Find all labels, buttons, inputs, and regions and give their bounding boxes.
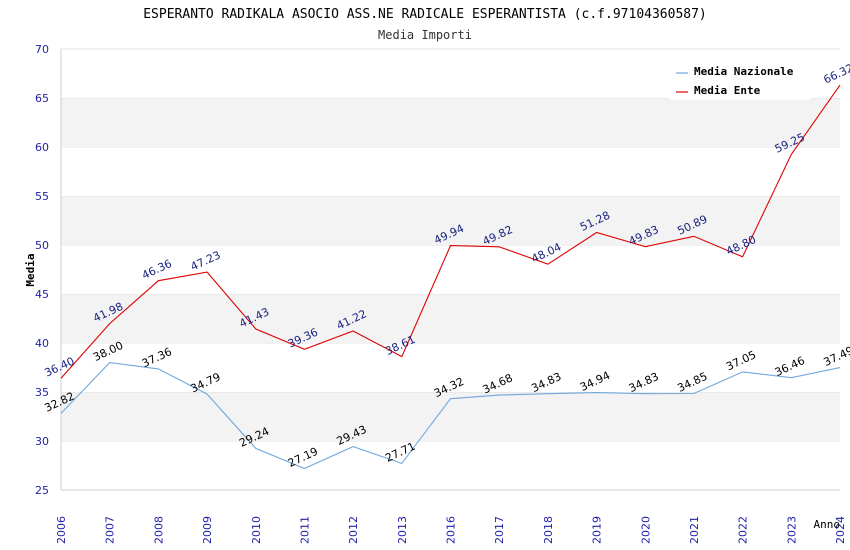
x-tick-label: 2007 <box>104 516 117 544</box>
legend-label-media-ente: Media Ente <box>694 84 761 97</box>
x-tick-label: 2020 <box>639 516 652 544</box>
axes <box>60 49 840 491</box>
series-line-1 <box>60 84 841 379</box>
legend: Media Nazionale Media Ente <box>670 58 810 100</box>
x-tick-label: 2009 <box>201 516 214 544</box>
y-tick-label: 30 <box>35 435 49 448</box>
grid-band <box>61 147 840 196</box>
y-axis-label: Media <box>24 253 37 286</box>
x-tick-label: 2024 <box>834 516 847 544</box>
x-tick-label: 2019 <box>591 516 604 544</box>
series-line-0 <box>60 362 841 470</box>
grid-band <box>61 441 840 490</box>
y-tick-label: 65 <box>35 92 49 105</box>
grid-band <box>61 294 840 343</box>
y-tick-label: 35 <box>35 386 49 399</box>
y-tick-label: 25 <box>35 484 49 497</box>
x-tick-label: 2013 <box>396 516 409 544</box>
grid-bands <box>61 48 840 490</box>
grid-band <box>61 343 840 392</box>
series-lines <box>60 84 841 470</box>
x-tick-label: 2021 <box>688 516 701 544</box>
x-tick-label: 2006 <box>55 516 68 544</box>
x-tick-label: 2022 <box>737 516 750 544</box>
legend-label-media-nazionale: Media Nazionale <box>694 65 794 78</box>
y-tick-label: 60 <box>35 141 49 154</box>
legend-background <box>670 58 810 100</box>
x-tick-label: 2018 <box>542 516 555 544</box>
grid-band <box>61 98 840 147</box>
chart-title: ESPERANTO RADIKALA ASOCIO ASS.NE RADICAL… <box>143 7 707 22</box>
x-tick-label: 2016 <box>445 516 458 544</box>
y-tick-label: 45 <box>35 288 49 301</box>
chart-subtitle: Media Importi <box>378 28 472 42</box>
y-tick-label: 40 <box>35 337 49 350</box>
x-tick-label: 2012 <box>347 516 360 544</box>
grid-band <box>61 196 840 245</box>
grid-band <box>61 392 840 441</box>
x-tick-label: 2008 <box>152 516 165 544</box>
y-tick-label: 70 <box>35 43 49 56</box>
x-tick-labels: 2006 2007 2008 2009 2010 2011 2012 2013 2016 2017… <box>55 516 847 544</box>
x-axis-label: Anno <box>814 518 841 531</box>
x-tick-label: 2011 <box>298 516 311 544</box>
y-tick-labels: 25 30 35 40 45 50 55 60 65 70 <box>35 43 49 497</box>
grid-band <box>61 245 840 294</box>
y-tick-label: 55 <box>35 190 49 203</box>
y-tick-label: 50 <box>35 239 49 252</box>
x-tick-label: 2023 <box>785 516 798 544</box>
x-tick-label: 2010 <box>250 516 263 544</box>
x-tick-label: 2017 <box>493 516 506 544</box>
